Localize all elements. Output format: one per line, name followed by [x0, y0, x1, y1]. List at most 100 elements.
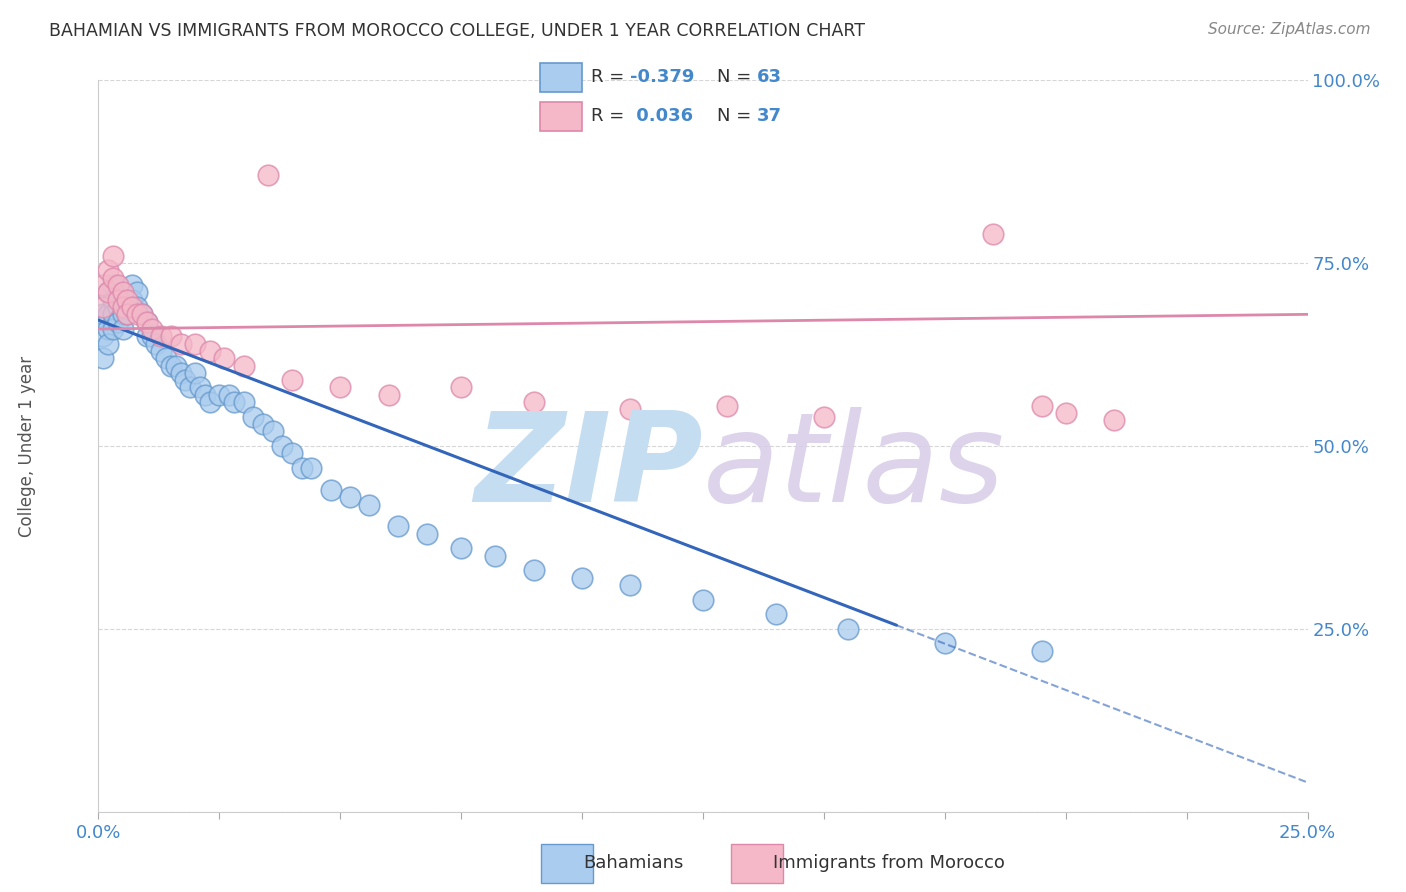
Point	[165, 359, 187, 373]
Point	[222, 395, 245, 409]
Point	[107, 278, 129, 293]
Point	[450, 541, 472, 556]
Point	[934, 636, 956, 650]
Point	[117, 307, 139, 321]
Point	[101, 322, 124, 336]
Point	[232, 359, 254, 373]
Point	[135, 315, 157, 329]
Point	[111, 307, 134, 321]
Point	[107, 293, 129, 307]
Point	[121, 278, 143, 293]
Point	[97, 336, 120, 351]
Point	[837, 622, 859, 636]
Point	[256, 169, 278, 183]
Text: BAHAMIAN VS IMMIGRANTS FROM MOROCCO COLLEGE, UNDER 1 YEAR CORRELATION CHART: BAHAMIAN VS IMMIGRANTS FROM MOROCCO COLL…	[49, 22, 865, 40]
Text: 37: 37	[756, 107, 782, 125]
Y-axis label: College, Under 1 year: College, Under 1 year	[18, 355, 37, 537]
Point	[299, 461, 322, 475]
Point	[160, 359, 183, 373]
Point	[523, 395, 546, 409]
Point	[484, 549, 506, 563]
Point	[198, 343, 221, 358]
Point	[117, 293, 139, 307]
Point	[131, 307, 153, 321]
Point	[377, 388, 399, 402]
Point	[97, 263, 120, 277]
Point	[150, 329, 173, 343]
Point	[91, 307, 114, 321]
Point	[111, 285, 134, 300]
Point	[97, 285, 120, 300]
Point	[188, 380, 211, 394]
Point	[174, 373, 197, 387]
Point	[290, 461, 312, 475]
Text: ZIP: ZIP	[474, 408, 703, 528]
Text: -0.379: -0.379	[630, 69, 695, 87]
Point	[387, 519, 409, 533]
Point	[184, 336, 207, 351]
Point	[232, 395, 254, 409]
Point	[107, 300, 129, 314]
Point	[208, 388, 231, 402]
Point	[107, 315, 129, 329]
Point	[359, 498, 381, 512]
Text: R =: R =	[591, 107, 630, 125]
Point	[169, 336, 191, 351]
Point	[339, 490, 361, 504]
Point	[281, 373, 304, 387]
Point	[91, 300, 114, 314]
Point	[101, 293, 124, 307]
Point	[160, 329, 183, 343]
Point	[212, 351, 235, 366]
Point	[262, 425, 284, 439]
Point	[97, 322, 120, 336]
Point	[765, 607, 787, 622]
Text: R =: R =	[591, 69, 630, 87]
Point	[1031, 399, 1053, 413]
Point	[145, 336, 167, 351]
Point	[91, 278, 114, 293]
Point	[716, 399, 738, 413]
Point	[271, 439, 294, 453]
Point	[150, 343, 173, 358]
Point	[117, 307, 139, 321]
Point	[91, 351, 114, 366]
Point	[1102, 413, 1125, 427]
Point	[523, 563, 546, 577]
Point	[813, 409, 835, 424]
Point	[179, 380, 201, 394]
Text: 0.036: 0.036	[630, 107, 693, 125]
Point	[416, 526, 439, 541]
Point	[127, 300, 149, 314]
Point	[121, 293, 143, 307]
Point	[619, 578, 641, 592]
Point	[111, 300, 134, 314]
Point	[97, 285, 120, 300]
Point	[117, 293, 139, 307]
Point	[184, 366, 207, 380]
Point	[101, 307, 124, 321]
Point	[155, 351, 177, 366]
Text: Source: ZipAtlas.com: Source: ZipAtlas.com	[1208, 22, 1371, 37]
Point	[101, 249, 124, 263]
Point	[692, 592, 714, 607]
Point	[97, 307, 120, 321]
FancyBboxPatch shape	[540, 102, 582, 130]
Text: atlas: atlas	[703, 408, 1005, 528]
Text: Bahamians: Bahamians	[583, 855, 683, 872]
Point	[1031, 644, 1053, 658]
Point	[329, 380, 352, 394]
Point	[111, 322, 134, 336]
Text: N =: N =	[717, 107, 756, 125]
Text: Immigrants from Morocco: Immigrants from Morocco	[773, 855, 1005, 872]
Point	[127, 307, 149, 321]
Point	[169, 366, 191, 380]
Point	[141, 322, 163, 336]
Point	[101, 270, 124, 285]
Point	[131, 307, 153, 321]
Point	[218, 388, 240, 402]
Point	[135, 329, 157, 343]
Point	[619, 402, 641, 417]
Point	[194, 388, 217, 402]
Text: 63: 63	[756, 69, 782, 87]
